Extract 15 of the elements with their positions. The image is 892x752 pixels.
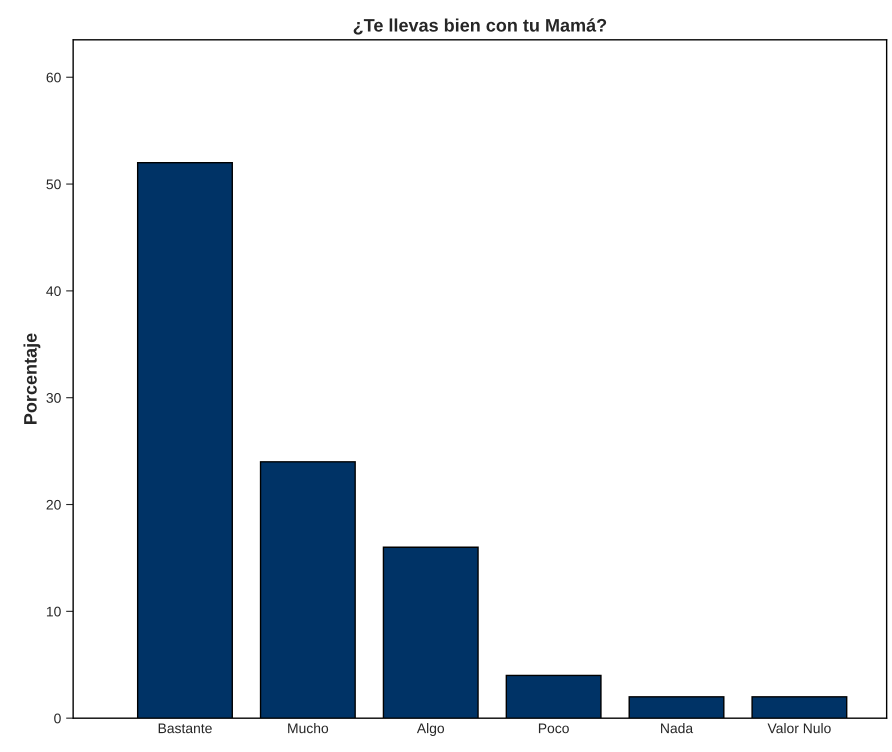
- x-tick-label: Nada: [661, 723, 694, 734]
- y-tick-label: 60: [46, 72, 61, 82]
- x-tick-label: Bastante: [158, 724, 212, 734]
- x-tick-label: Poco: [538, 724, 569, 734]
- x-tick-label: Algo: [416, 723, 444, 736]
- x-tick-label: Valor Nulo: [768, 723, 831, 734]
- chart-title: ¿Te llevas bien con tu Mamá?: [354, 18, 606, 35]
- y-tick-label: 40: [46, 286, 61, 296]
- x-tick-label: Mucho: [288, 723, 328, 734]
- y-tick-label: 50: [46, 179, 61, 190]
- y-tick-label: 0: [54, 713, 61, 724]
- y-tick-label: 30: [46, 393, 61, 403]
- y-tick-label: 10: [46, 606, 61, 617]
- y-tick-label: 20: [46, 500, 61, 510]
- y-axis-title: Porcentaje: [24, 333, 40, 424]
